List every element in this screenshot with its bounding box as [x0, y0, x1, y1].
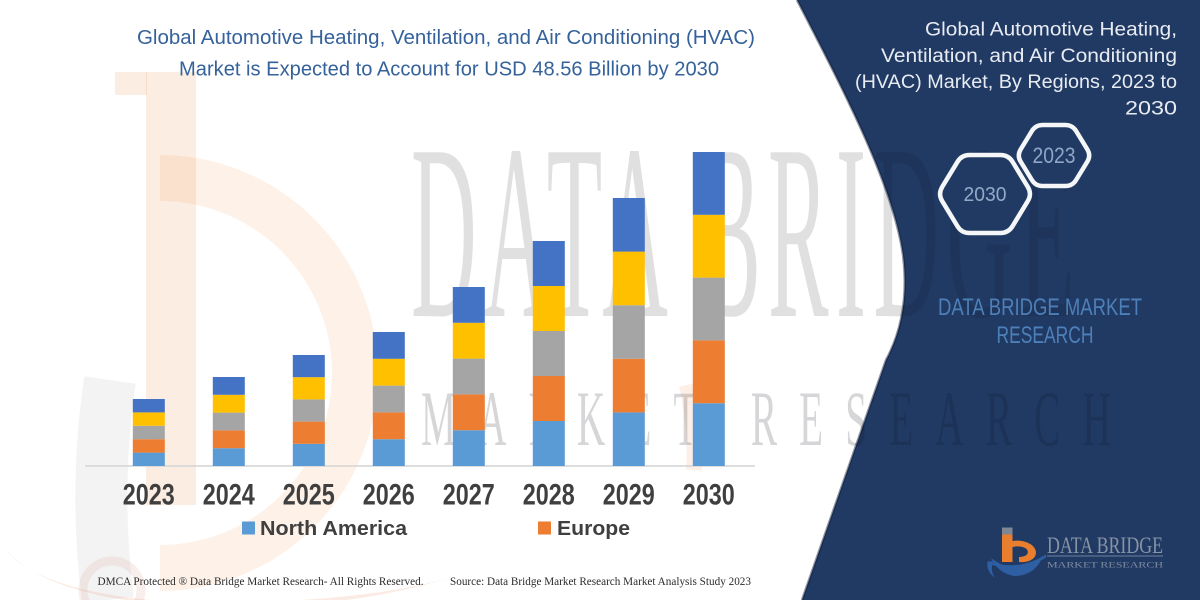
svg-text:RESEARCH: RESEARCH [997, 322, 1094, 349]
svg-text:Europe: Europe [557, 518, 630, 540]
svg-text:2030: 2030 [964, 184, 1007, 206]
svg-text:2030: 2030 [1125, 98, 1177, 119]
svg-text:2024: 2024 [203, 479, 255, 512]
svg-text:DMCA Protected ® Data Bridge M: DMCA Protected ® Data Bridge Market Rese… [98, 576, 424, 588]
svg-text:MARKET RESEARCH: MARKET RESEARCH [1047, 561, 1163, 570]
svg-text:Source: Data Bridge Market Res: Source: Data Bridge Market Research Mark… [450, 576, 751, 588]
svg-text:Market is Expected to Account: Market is Expected to Account for USD 48… [179, 59, 719, 81]
svg-text:2030: 2030 [683, 479, 735, 512]
svg-text:2023: 2023 [123, 479, 175, 512]
svg-text:DATA BRIDGE: DATA BRIDGE [1047, 533, 1163, 558]
svg-text:DATA BRIDGE MARKET: DATA BRIDGE MARKET [938, 294, 1142, 321]
svg-text:DATA BRIDGE: DATA BRIDGE [411, 94, 1082, 371]
svg-text:2027: 2027 [443, 479, 495, 512]
svg-text:Global Automotive Heating, Ven: Global Automotive Heating, Ventilation, … [137, 27, 755, 49]
svg-text:North America: North America [260, 518, 408, 540]
svg-text:Global Automotive Heating,: Global Automotive Heating, [925, 20, 1177, 41]
svg-text:2028: 2028 [523, 479, 575, 512]
svg-text:2025: 2025 [283, 479, 335, 512]
svg-text:2029: 2029 [603, 479, 655, 512]
svg-text:MARKET RESEARCH: MARKET RESEARCH [421, 375, 1133, 462]
svg-text:Ventilation, and Air Condition: Ventilation, and Air Conditioning [881, 46, 1177, 67]
svg-text:(HVAC) Market, By Regions, 202: (HVAC) Market, By Regions, 2023 to [855, 72, 1177, 93]
svg-text:2023: 2023 [1033, 143, 1076, 168]
svg-text:2026: 2026 [363, 479, 415, 512]
